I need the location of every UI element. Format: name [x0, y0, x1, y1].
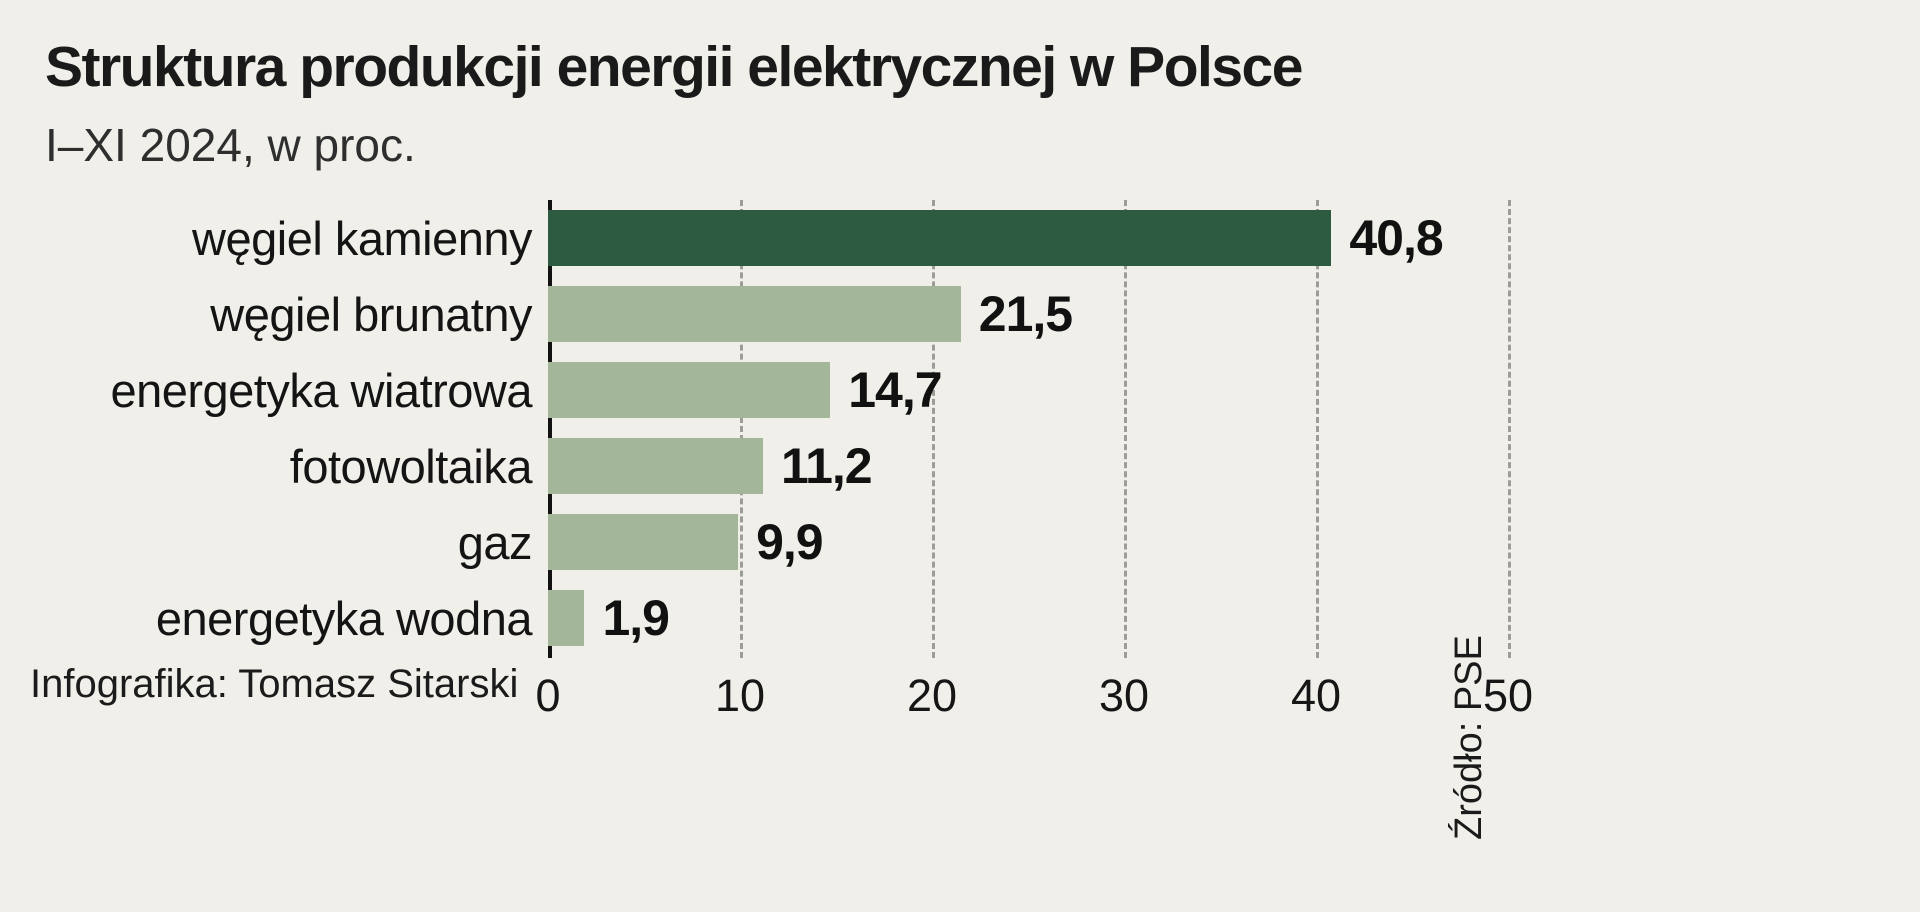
gridline [932, 200, 935, 658]
bar-track: 9,9 [548, 514, 1508, 570]
x-tick-label: 20 [906, 670, 958, 721]
gridline [1508, 200, 1511, 658]
y-axis-line [548, 200, 552, 658]
chart-subtitle: I–XI 2024, w proc. [45, 119, 416, 171]
bar-track: 14,7 [548, 362, 1508, 418]
value-label: 40,8 [1349, 210, 1443, 266]
bar-track: 1,9 [548, 590, 1508, 646]
bar [548, 362, 831, 418]
bar-row: fotowoltaika 11,2 [0, 428, 1920, 504]
chart-title: Struktura produkcji energii elektrycznej… [45, 35, 1303, 99]
bar-track: 21,5 [548, 286, 1508, 342]
category-label: węgiel brunatny [210, 287, 532, 341]
bar-chart: węgiel kamienny 40,8 węgiel brunatny 21,5 en… [0, 200, 1920, 840]
value-label: 21,5 [978, 286, 1073, 342]
x-axis: 0 10 20 30 40 50 [535, 670, 1533, 722]
source-label: Źródło: PSE [1448, 635, 1490, 840]
x-tick-label: 50 [1482, 670, 1534, 721]
value-label: 1,9 [602, 590, 670, 646]
x-tick-label: 10 [714, 670, 766, 721]
category-label: energetyka wodna [155, 591, 533, 645]
gridlines [548, 200, 1511, 658]
value-label: 9,9 [756, 514, 824, 570]
x-tick-label: 40 [1290, 670, 1342, 721]
bar [548, 438, 764, 494]
category-label: węgiel kamienny [192, 211, 532, 265]
bar-track: 11,2 [548, 438, 1508, 494]
bar-row: gaz 9,9 [0, 504, 1920, 580]
credit-label: Infografika: Tomasz Sitarski [30, 662, 519, 706]
bar-row: energetyka wiatrowa 14,7 [0, 352, 1920, 428]
bar-track: 40,8 [548, 210, 1508, 266]
bar [548, 514, 739, 570]
category-label: fotowoltaika [289, 439, 533, 493]
x-tick-label: 0 [535, 670, 561, 721]
bar [548, 210, 1332, 266]
bar [548, 590, 585, 646]
bar-rows: węgiel kamienny 40,8 węgiel brunatny 21,5 en… [0, 200, 1920, 656]
bar-row: węgiel brunatny 21,5 [0, 276, 1920, 352]
category-label: energetyka wiatrowa [110, 363, 532, 417]
bar-row: energetyka wodna 1,9 [0, 580, 1920, 656]
x-tick-label: 30 [1098, 670, 1150, 721]
category-label: gaz [457, 515, 533, 569]
value-label: 11,2 [781, 438, 873, 494]
bar-row: węgiel kamienny 40,8 [0, 200, 1920, 276]
gridline [1316, 200, 1319, 658]
value-label: 14,7 [848, 362, 942, 418]
gridline [740, 200, 743, 658]
bar [548, 286, 961, 342]
gridline [1124, 200, 1127, 658]
